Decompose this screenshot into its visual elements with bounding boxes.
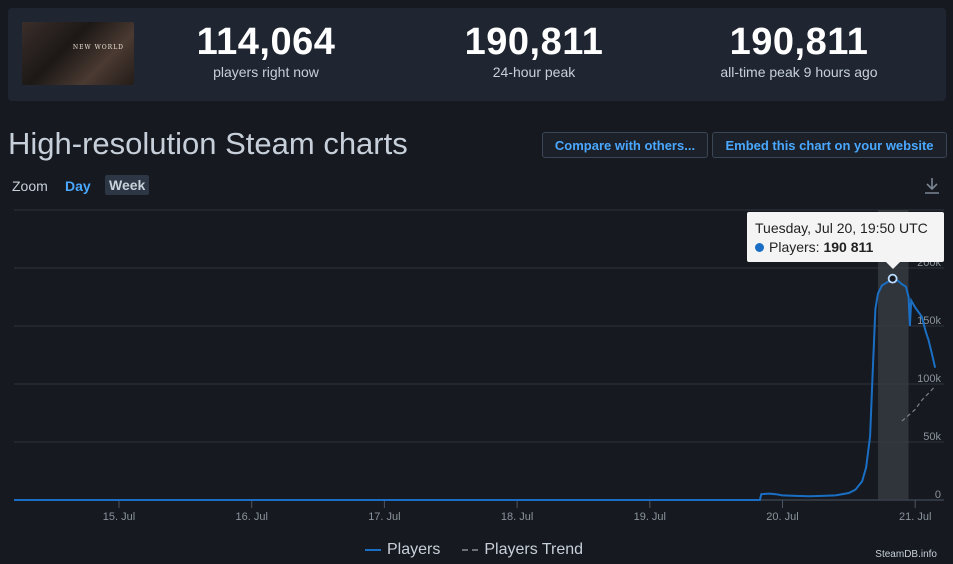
compare-button[interactable]: Compare with others... xyxy=(542,132,708,158)
tooltip-value: 190 811 xyxy=(823,239,874,255)
download-icon[interactable] xyxy=(922,176,942,196)
x-tick-label: 17. Jul xyxy=(368,511,400,523)
x-tick-label: 15. Jul xyxy=(103,511,135,523)
peak-24h-label: 24-hour peak xyxy=(492,64,576,80)
game-thumbnail[interactable]: NEW WORLD xyxy=(22,22,134,85)
stats-panel: NEW WORLD 114,064 players right now 190,… xyxy=(8,8,946,101)
series-dot-icon xyxy=(755,243,764,252)
legend-label-trend: Players Trend xyxy=(484,541,584,558)
players-now-label: players right now xyxy=(213,64,319,80)
legend-label-players: Players xyxy=(387,541,441,558)
page-title: High-resolution Steam charts xyxy=(8,126,408,161)
x-tick-label: 19. Jul xyxy=(634,511,666,523)
chart-legend: Players Players Trend xyxy=(365,541,605,559)
y-tick-label: 0 xyxy=(935,489,941,501)
x-tick-label: 16. Jul xyxy=(235,511,267,523)
tooltip-series-label: Players: xyxy=(769,239,820,255)
peak-marker xyxy=(887,273,898,284)
zoom-week-button[interactable]: Week xyxy=(105,175,150,195)
stat-players-now: 114,064 players right now xyxy=(180,22,352,80)
embed-chart-button[interactable]: Embed this chart on your website xyxy=(712,132,947,158)
x-tick-label: 20. Jul xyxy=(766,511,798,523)
stat-alltime-peak: 190,811 all-time peak 9 hours ago xyxy=(698,22,900,80)
series-players[interactable] xyxy=(14,277,937,501)
alltime-peak-label: all-time peak 9 hours ago xyxy=(720,64,878,80)
x-axis: 15. Jul 16. Jul 17. Jul 18. Jul 19. Jul 20. J… xyxy=(103,500,931,523)
steamdb-credit[interactable]: SteamDB.info xyxy=(875,549,937,560)
tooltip-date: Tuesday, Jul 20, 19:50 UTC xyxy=(755,220,928,236)
x-tick-label: 21. Jul xyxy=(899,511,931,523)
legend-item-players[interactable]: Players xyxy=(365,541,440,559)
y-tick-label: 100k xyxy=(917,373,941,385)
x-tick-label: 18. Jul xyxy=(501,511,533,523)
chart-tooltip: Tuesday, Jul 20, 19:50 UTC Players: 190 … xyxy=(747,212,944,269)
zoom-label: Zoom xyxy=(12,178,48,194)
players-now-value: 114,064 xyxy=(196,21,336,63)
game-logo-text: NEW WORLD xyxy=(72,44,124,51)
legend-swatch-players xyxy=(365,549,381,551)
zoom-day-button[interactable]: Day xyxy=(65,178,91,194)
alltime-peak-value: 190,811 xyxy=(729,21,869,63)
series-players-trend xyxy=(901,385,936,422)
legend-item-trend[interactable]: Players Trend xyxy=(462,541,583,559)
legend-swatch-trend xyxy=(462,549,479,551)
y-tick-label: 50k xyxy=(923,431,941,443)
peak-24h-value: 190,811 xyxy=(464,21,604,63)
stat-24h-peak: 190,811 24-hour peak xyxy=(448,22,620,80)
